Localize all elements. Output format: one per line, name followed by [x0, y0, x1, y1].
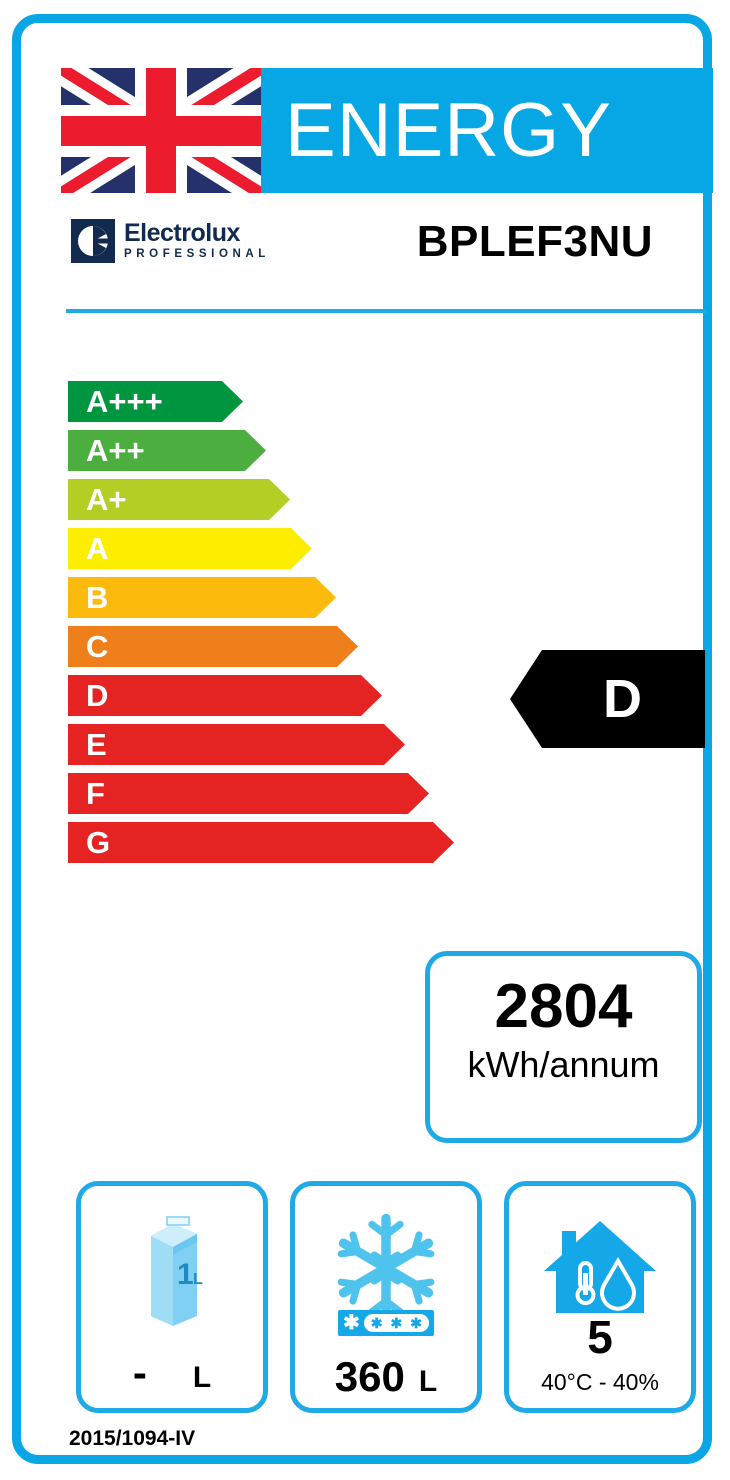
energy-class-bar-body: C [68, 626, 358, 667]
consumption-value: 2804 [494, 972, 633, 1041]
freezer-volume-box: ✱ ✱ ✱ ✱ 360 L [290, 1181, 482, 1413]
label-header: ENERGY [61, 68, 713, 193]
svg-text:1: 1 [177, 1258, 194, 1291]
rating-pointer: D [510, 650, 705, 748]
house-climate-icon [509, 1198, 691, 1338]
energy-class-bar-label: E [86, 727, 107, 762]
energy-class-bar-A: A [68, 528, 454, 569]
energy-class-bar-F: F [68, 773, 454, 814]
energy-class-bar-body: B [68, 577, 336, 618]
energy-class-bar-label: C [86, 629, 109, 664]
energy-class-bar-B: B [68, 577, 454, 618]
energy-class-bar-D: D [68, 675, 454, 716]
climate-class-range: 40°C - 40% [541, 1369, 659, 1395]
energy-class-bar-body: F [68, 773, 429, 814]
header-divider [66, 309, 706, 313]
freezer-volume-unit: L [418, 1365, 438, 1398]
energy-class-bar-body: E [68, 724, 405, 765]
energy-class-bar-label: A+ [86, 482, 127, 517]
energy-class-bar-C: C [68, 626, 454, 667]
energy-class-bar-label: A [86, 531, 109, 566]
fridge-values: - L [81, 1352, 263, 1394]
energy-class-bar-body: A+ [68, 479, 290, 520]
label-frame: ENERGY Electrolux PROFESSIONAL [12, 14, 713, 1464]
energy-class-bar-body: A [68, 528, 312, 569]
energy-class-bar-body: D [68, 675, 382, 716]
consumption-box: 2804 kWh/annum [425, 951, 702, 1143]
energy-class-bar-body: A+++ [68, 381, 243, 422]
regulation-reference: 2015/1094-IV [69, 1427, 196, 1450]
info-boxes: 1 L - L [76, 1181, 696, 1413]
energy-class-bar-label: B [86, 580, 109, 615]
energy-class-bar-label: F [86, 776, 105, 811]
fridge-volume-value: - [132, 1349, 147, 1396]
energy-class-bar-E: E [68, 724, 454, 765]
svg-text:L: L [193, 1271, 203, 1288]
brand-subtitle: PROFESSIONAL [124, 248, 270, 261]
milk-carton-icon: 1 L [81, 1198, 263, 1338]
energy-class-bar-Aplusplus: A++ [68, 430, 454, 471]
fridge-volume-box: 1 L - L [76, 1181, 268, 1413]
fridge-volume-unit: L [192, 1361, 212, 1394]
energy-class-bar-label: G [86, 825, 111, 860]
electrolux-logo-icon: Electrolux PROFESSIONAL [71, 219, 270, 263]
snowflake-icon [295, 1198, 477, 1338]
energy-class-bar-body: G [68, 822, 454, 863]
freezer-values: 360 L [295, 1356, 477, 1398]
energy-class-scale: A+++ A++ A+ A B C D E F G [68, 381, 454, 871]
model-name: BPLEF3NU [416, 217, 653, 266]
consumption-unit: kWh/annum [467, 1044, 660, 1086]
freezer-volume-value: 360 [334, 1353, 405, 1400]
brand-row: Electrolux PROFESSIONAL BPLEF3NU [61, 211, 713, 291]
climate-class-value: 5 [587, 1311, 613, 1363]
energy-class-bar-label: A+++ [86, 384, 163, 419]
climate-class-box: 5 40°C - 40% [504, 1181, 696, 1413]
rating-class-letter: D [603, 669, 642, 729]
energy-class-bar-Aplus: A+ [68, 479, 454, 520]
brand-name: Electrolux [124, 219, 240, 248]
energy-class-bar-Aplusplusplus: A+++ [68, 381, 454, 422]
energy-title: ENERGY [285, 87, 612, 173]
energy-class-bar-label: A++ [86, 433, 145, 468]
energy-band: ENERGY [261, 68, 713, 193]
four-star-freezer-icon: ✱ ✱ ✱ ✱ [338, 1310, 434, 1336]
energy-class-bar-label: D [86, 678, 109, 713]
electrolux-mark-icon [71, 219, 115, 263]
uk-flag-icon [61, 68, 261, 193]
energy-class-bar-G: G [68, 822, 454, 863]
energy-class-bar-body: A++ [68, 430, 266, 471]
